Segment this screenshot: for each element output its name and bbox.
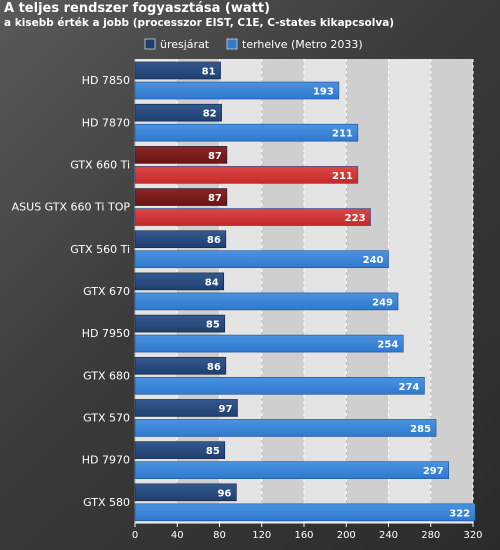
bar-value-label: 85 <box>206 446 220 457</box>
legend-label: üresjárat <box>160 38 210 51</box>
category-label: HD 7850 <box>82 74 130 87</box>
bar-value-label: 223 <box>345 213 366 224</box>
bar-value-label: 86 <box>207 362 221 373</box>
category-label: GTX 670 <box>83 285 130 298</box>
category-label: GTX 560 Ti <box>70 243 130 256</box>
category-label: GTX 680 <box>83 369 130 382</box>
bar-load <box>134 123 359 142</box>
x-tick-label: 80 <box>213 530 226 541</box>
bar-load <box>134 166 359 184</box>
bar-value-label: 84 <box>205 277 219 288</box>
bar-value-label: 87 <box>208 193 222 204</box>
bar-idle <box>134 103 222 122</box>
category-label: GTX 660 Ti <box>70 158 130 171</box>
category-label: GTX 570 <box>83 412 130 425</box>
x-tick-label: 120 <box>252 530 271 541</box>
bar-value-label: 97 <box>219 404 233 415</box>
bar-load <box>134 81 340 100</box>
category-label: HD 7950 <box>82 327 130 340</box>
x-tick-label: 160 <box>294 530 313 541</box>
plot-stripe <box>430 59 473 523</box>
chart-subtitle: a kisebb érték a jobb (processzor EIST, … <box>4 17 395 29</box>
bar-load <box>134 461 450 479</box>
bar-value-label: 87 <box>208 151 222 162</box>
legend-label: terhelve (Metro 2033) <box>242 38 363 51</box>
bar-value-label: 322 <box>449 508 470 519</box>
x-tick-label: 0 <box>132 530 138 541</box>
bar-idle <box>134 483 237 502</box>
bar-value-label: 96 <box>217 488 231 499</box>
bar-value-label: 240 <box>363 255 384 266</box>
bar-idle <box>134 399 238 417</box>
bar-idle <box>134 272 225 291</box>
legend-swatch <box>226 38 238 50</box>
bar-value-label: 211 <box>332 171 353 182</box>
bar-value-label: 86 <box>207 235 221 246</box>
bar-value-label: 274 <box>399 382 420 393</box>
bar-load <box>134 334 404 353</box>
x-tick-label: 200 <box>337 530 356 541</box>
bar-load <box>134 292 399 311</box>
bar-load <box>134 208 371 226</box>
bar-idle <box>134 441 226 459</box>
x-tick-label: 240 <box>379 530 398 541</box>
category-label: GTX 580 <box>83 496 130 509</box>
bar-value-label: 85 <box>206 320 220 331</box>
bar-value-label: 249 <box>372 297 393 308</box>
bar-idle <box>134 61 221 80</box>
bar-value-label: 254 <box>377 340 398 351</box>
bar-load <box>134 376 425 395</box>
bar-value-label: 193 <box>313 87 334 98</box>
x-tick-label: 40 <box>171 530 184 541</box>
x-tick-label: 320 <box>463 530 482 541</box>
bar-load <box>134 419 437 437</box>
bar-idle <box>134 188 228 206</box>
bar-idle <box>134 356 227 375</box>
bar-idle <box>134 230 227 249</box>
category-label: HD 7970 <box>82 454 130 467</box>
bar-load <box>134 250 389 269</box>
bar-value-label: 211 <box>332 129 353 140</box>
bar-value-label: 285 <box>410 424 431 435</box>
bar-idle <box>134 146 228 164</box>
bar-load <box>134 503 476 522</box>
plot-stripe <box>388 59 431 523</box>
chart-title: A teljes rendszer fogyasztása (watt) <box>4 1 271 16</box>
category-label: ASUS GTX 660 Ti TOP <box>12 201 131 214</box>
legend-swatch <box>144 38 156 50</box>
bar-value-label: 82 <box>203 109 217 120</box>
bar-value-label: 81 <box>202 67 216 78</box>
bar-value-label: 297 <box>423 466 444 477</box>
category-label: HD 7870 <box>82 116 130 129</box>
x-tick-label: 280 <box>421 530 440 541</box>
bar-idle <box>134 314 226 333</box>
